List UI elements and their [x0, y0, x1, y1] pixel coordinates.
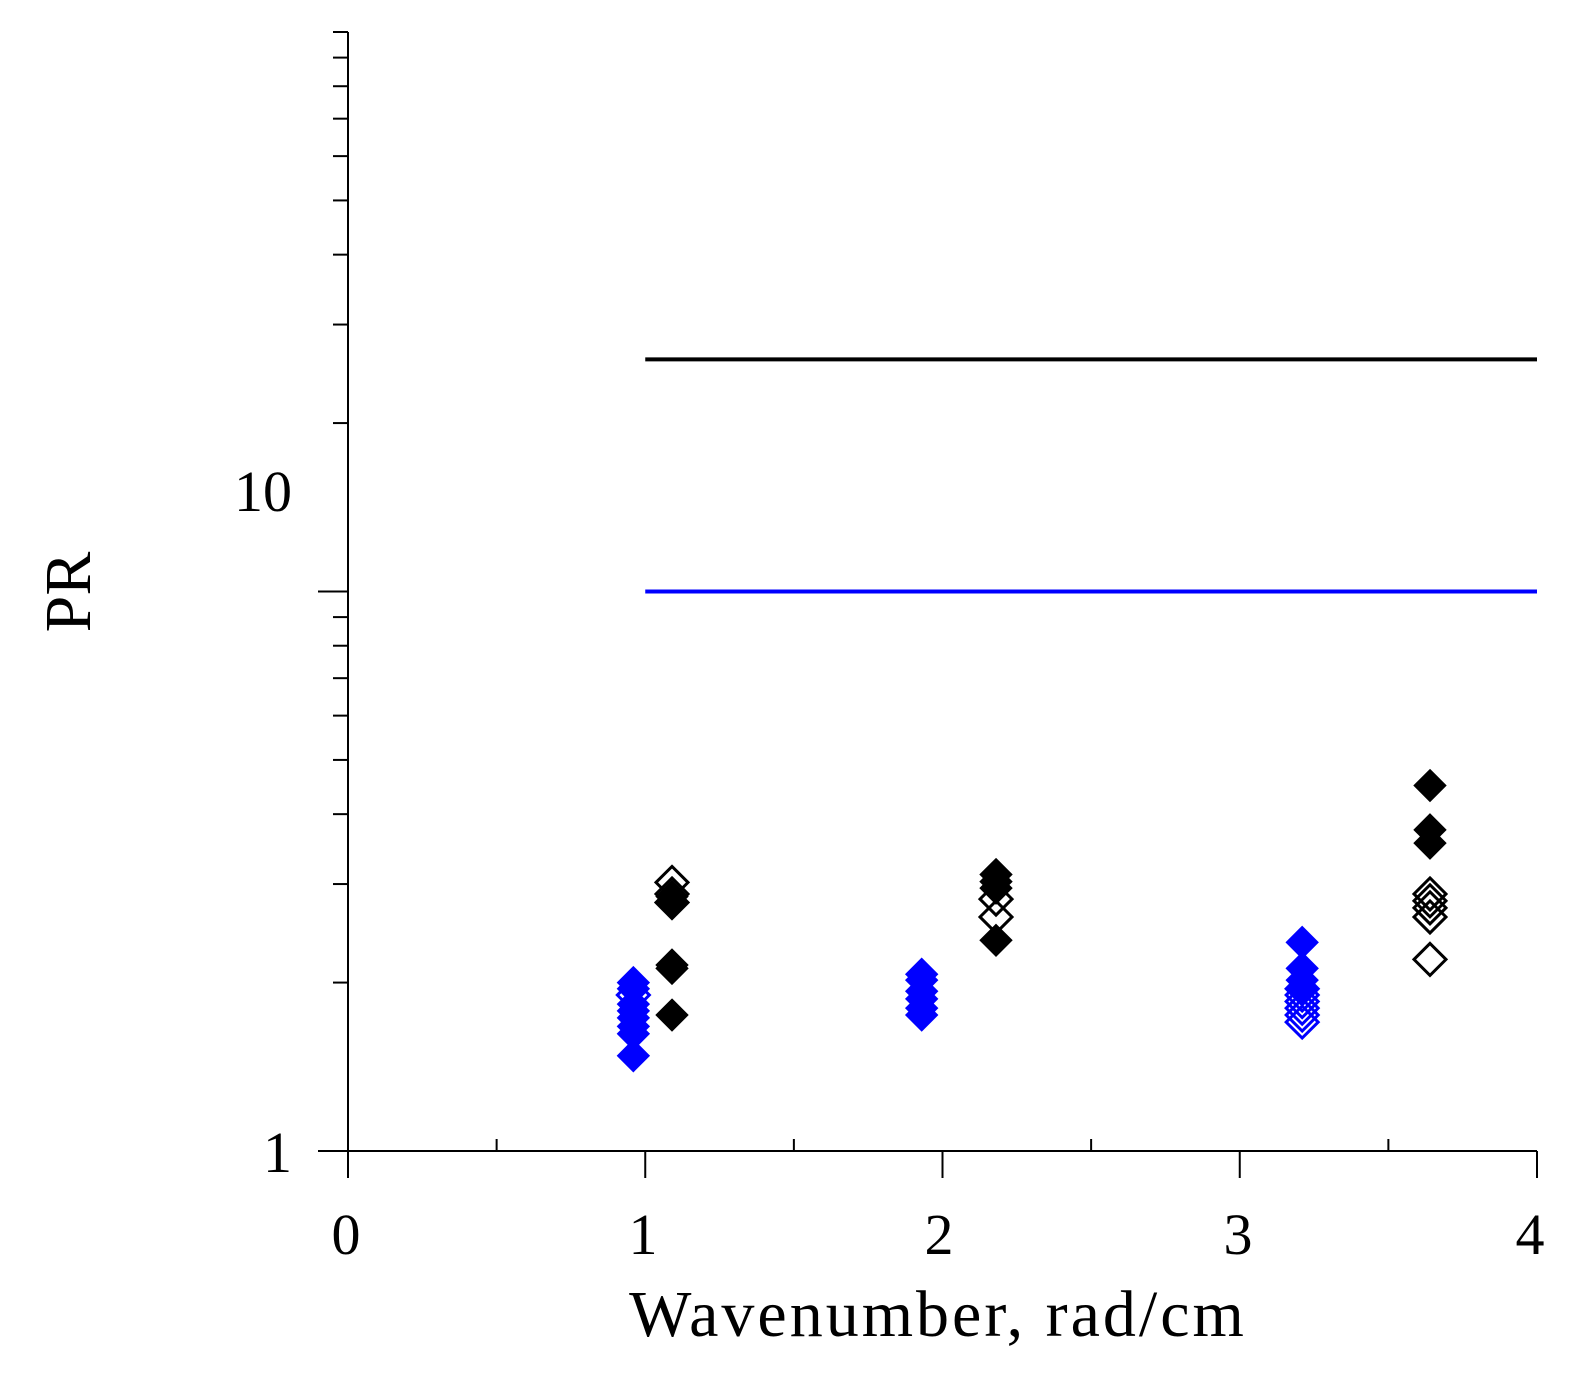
x-tick-label: 4: [1516, 1202, 1545, 1267]
data-point-open: [1411, 882, 1449, 919]
data-point-open: [1284, 990, 1321, 1027]
data-point-filled: [979, 923, 1013, 958]
data-point-open: [1284, 970, 1321, 1007]
y-tick-label: 10: [234, 459, 292, 524]
data-point-open: [1284, 983, 1321, 1020]
data-point-open: [977, 898, 1015, 936]
axes: [318, 32, 1537, 1178]
axis-ticks: [318, 31, 1538, 1178]
data-point-open: [1411, 889, 1449, 926]
data-point-open: [1284, 976, 1321, 1014]
y-axis-title: PR: [32, 552, 105, 633]
x-tick-label: 0: [332, 1202, 361, 1267]
data-points: [615, 768, 1449, 1073]
data-point-open: [615, 976, 652, 1014]
x-tick-label: 2: [925, 1202, 954, 1267]
x-tick-label: 3: [1224, 1202, 1253, 1267]
x-tick-label: 1: [629, 1202, 658, 1267]
data-point-filled: [1413, 813, 1447, 847]
data-point-filled: [616, 1039, 651, 1073]
data-point-filled: [655, 948, 689, 982]
data-point-open: [653, 864, 691, 901]
data-point-filled: [1413, 768, 1447, 803]
reference-lines: [645, 357, 1537, 594]
x-axis-title: Wavenumber, rad/cm: [629, 1278, 1247, 1351]
data-point-filled: [1285, 925, 1319, 960]
data-point-open: [977, 880, 1015, 918]
data-point-open: [1284, 996, 1321, 1034]
data-point-filled: [655, 998, 689, 1032]
data-point-open: [1411, 941, 1449, 978]
axis-tick-labels: 0 1 2 3 4 1 10: [234, 459, 1545, 1267]
data-point-open: [1284, 1003, 1321, 1041]
data-point-filled: [616, 965, 651, 1000]
data-point-filled: [979, 857, 1013, 892]
data-point-open: [1411, 875, 1449, 913]
y-tick-label: 1: [263, 1120, 292, 1185]
data-point-filled: [904, 957, 939, 991]
